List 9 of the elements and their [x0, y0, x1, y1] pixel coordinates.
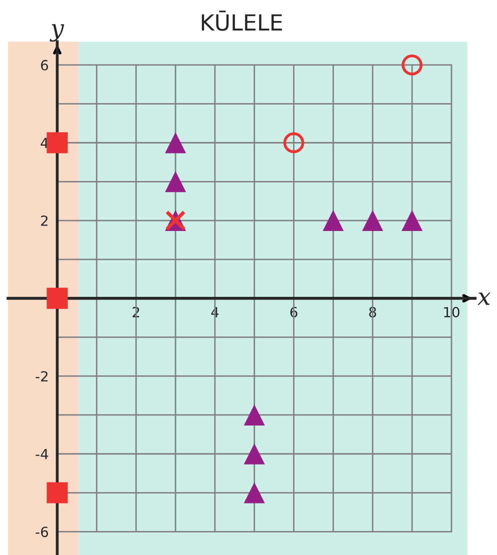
y-tick-label: -4	[36, 449, 48, 460]
y-tick-label: 2	[41, 215, 48, 226]
chart-title: KŪLELE	[202, 10, 282, 31]
y-tick-label: -2	[36, 371, 48, 382]
y-tick-label: -6	[36, 526, 48, 538]
y-tick-label: 4	[40, 138, 48, 148]
y-axis-title: y	[50, 24, 64, 42]
x-axis-title: x	[478, 292, 490, 305]
y-tick-label: 6	[41, 60, 48, 70]
